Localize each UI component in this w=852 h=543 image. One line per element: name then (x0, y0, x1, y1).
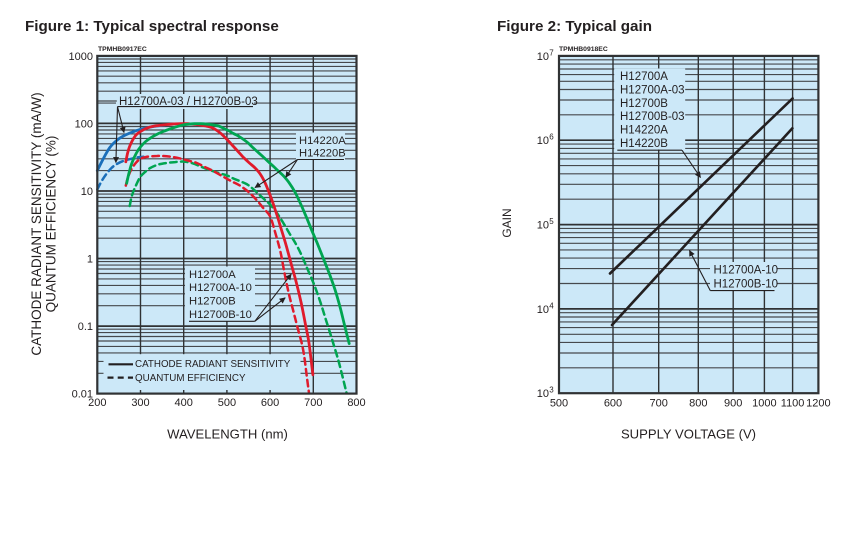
svg-text:0.1: 0.1 (78, 321, 93, 333)
svg-text:900: 900 (724, 398, 742, 410)
svg-text:GAIN: GAIN (500, 208, 514, 237)
svg-text:H12700A-10: H12700A-10 (189, 282, 252, 294)
svg-text:10: 10 (537, 220, 549, 232)
svg-text:QUANTUM EFFICIENCY (%): QUANTUM EFFICIENCY (%) (44, 136, 59, 313)
svg-text:Figure 2: Typical gain: Figure 2: Typical gain (497, 18, 652, 35)
svg-text:800: 800 (689, 398, 707, 410)
svg-text:4: 4 (549, 301, 554, 310)
svg-text:CATHODE RADIANT SENSITIVITY (m: CATHODE RADIANT SENSITIVITY (mA/W) (29, 92, 44, 355)
svg-text:1: 1 (87, 254, 93, 266)
svg-text:H12700B-10: H12700B-10 (189, 309, 252, 321)
svg-text:5: 5 (549, 217, 554, 226)
svg-text:H12700A-03 / H12700B-03: H12700A-03 / H12700B-03 (119, 96, 258, 108)
svg-text:H14220A: H14220A (299, 135, 346, 147)
svg-text:QUANTUM EFFICIENCY: QUANTUM EFFICIENCY (135, 373, 246, 384)
svg-text:7: 7 (549, 48, 554, 57)
svg-text:10: 10 (537, 135, 549, 147)
svg-text:1000: 1000 (69, 51, 93, 63)
svg-text:TPMHB0917EC: TPMHB0917EC (98, 46, 147, 53)
svg-text:H12700B-03: H12700B-03 (620, 111, 685, 123)
svg-text:1100: 1100 (781, 398, 805, 410)
svg-text:6: 6 (549, 133, 554, 142)
svg-text:H12700B-10: H12700B-10 (714, 278, 779, 290)
svg-text:10: 10 (537, 304, 549, 316)
svg-text:1200: 1200 (806, 398, 830, 410)
svg-text:H14220B: H14220B (299, 148, 346, 160)
svg-text:600: 600 (261, 397, 279, 409)
svg-text:H12700B: H12700B (620, 98, 668, 110)
svg-text:H12700A-10: H12700A-10 (714, 265, 779, 277)
svg-text:H12700A: H12700A (189, 269, 236, 281)
svg-text:10: 10 (81, 186, 93, 198)
svg-text:300: 300 (131, 397, 149, 409)
svg-text:10: 10 (537, 51, 549, 63)
svg-text:700: 700 (304, 397, 322, 409)
svg-text:3: 3 (549, 386, 554, 395)
svg-text:TPMHB0918EC: TPMHB0918EC (559, 46, 608, 53)
svg-text:500: 500 (218, 397, 236, 409)
svg-text:700: 700 (650, 398, 668, 410)
svg-text:1000: 1000 (752, 398, 776, 410)
svg-text:H12700B: H12700B (189, 296, 236, 308)
svg-text:H14220A: H14220A (620, 125, 668, 137)
svg-text:CATHODE RADIANT SENSITIVITY: CATHODE RADIANT SENSITIVITY (135, 359, 291, 370)
svg-text:H12700A-03: H12700A-03 (620, 84, 685, 96)
svg-text:Figure 1: Typical spectral res: Figure 1: Typical spectral response (25, 18, 279, 35)
svg-text:H14220B: H14220B (620, 138, 668, 150)
svg-text:H12700A: H12700A (620, 71, 668, 83)
svg-text:500: 500 (550, 398, 568, 410)
svg-text:WAVELENGTH (nm): WAVELENGTH (nm) (167, 427, 288, 442)
svg-text:10: 10 (537, 388, 549, 400)
svg-text:100: 100 (75, 118, 93, 130)
svg-text:400: 400 (175, 397, 193, 409)
svg-text:SUPPLY VOLTAGE (V): SUPPLY VOLTAGE (V) (621, 427, 756, 442)
svg-text:600: 600 (604, 398, 622, 410)
svg-text:0.01: 0.01 (72, 389, 93, 401)
svg-text:200: 200 (88, 397, 106, 409)
svg-text:800: 800 (347, 397, 365, 409)
